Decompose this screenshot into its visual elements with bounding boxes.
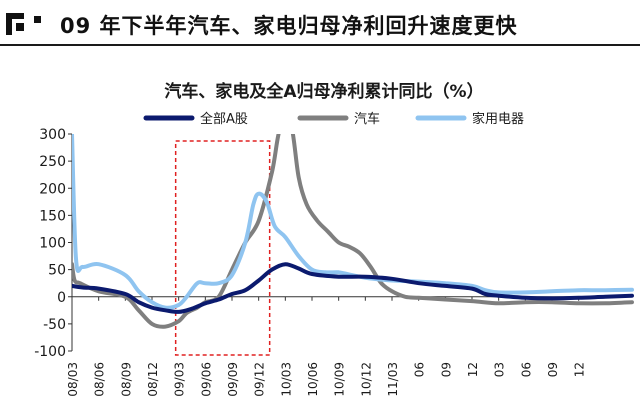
- x-tick-label: 12: [573, 362, 587, 377]
- x-tick-label: 09/06: [199, 362, 213, 397]
- series-line-all-a-shares: [72, 262, 634, 314]
- chart-series: [72, 134, 634, 329]
- x-tick-label: 09: [439, 362, 453, 377]
- x-tick-label: 06: [413, 362, 427, 377]
- slide-header: 09 年下半年汽车、家电归母净利回升速度更快: [0, 0, 640, 46]
- y-tick-label: 0: [57, 290, 66, 306]
- legend-label-all-a-shares: 全部A股: [200, 111, 248, 127]
- x-tick-label: 10/09: [333, 362, 347, 397]
- y-tick-label: 100: [39, 236, 66, 252]
- header-divider: [0, 44, 640, 46]
- x-tick-label: 09: [546, 362, 560, 377]
- x-tick-label: 08/09: [119, 362, 133, 397]
- highlight-rect: [174, 140, 271, 356]
- x-tick-label: 03: [493, 362, 507, 377]
- x-tick-label: 09/03: [173, 362, 187, 397]
- x-tick-label: 10/12: [359, 362, 373, 397]
- x-tick-label: 08/06: [93, 362, 107, 397]
- x-tick-label: 06: [519, 362, 533, 377]
- series-line-home-appliances: [72, 134, 634, 310]
- y-tick-label: 250: [39, 154, 66, 170]
- chart-title: 汽车、家电及全A归母净利累计同比（%）: [164, 81, 483, 102]
- x-tick-label: 10/03: [279, 362, 293, 397]
- x-tick-label: 09/12: [253, 362, 267, 397]
- page-title: 09 年下半年汽车、家电归母净利回升速度更快: [60, 14, 518, 38]
- legend-label-home-appliances: 家用电器: [472, 111, 524, 127]
- y-tick-label: 50: [48, 263, 66, 279]
- legend-label-auto: 汽车: [354, 111, 380, 127]
- y-tick-label: 150: [39, 208, 66, 224]
- x-tick-label: 08/12: [146, 362, 160, 397]
- section-marker-icon: [6, 13, 41, 35]
- x-tick-label: 09/09: [226, 362, 240, 397]
- y-tick-label: -50: [43, 317, 66, 333]
- y-tick-label: 200: [39, 181, 66, 197]
- x-tick-label: 08/03: [66, 362, 80, 397]
- x-tick-label: 12: [466, 362, 480, 377]
- chart-legend: 全部A股 汽车 家用电器: [143, 111, 524, 127]
- x-tick-label: 10/06: [306, 362, 320, 397]
- highlight-box: [174, 140, 271, 356]
- y-tick-label: -100: [34, 344, 66, 360]
- series-line-auto: [72, 134, 634, 329]
- y-tick-label: 300: [39, 127, 66, 143]
- x-tick-label: 11/03: [386, 362, 400, 397]
